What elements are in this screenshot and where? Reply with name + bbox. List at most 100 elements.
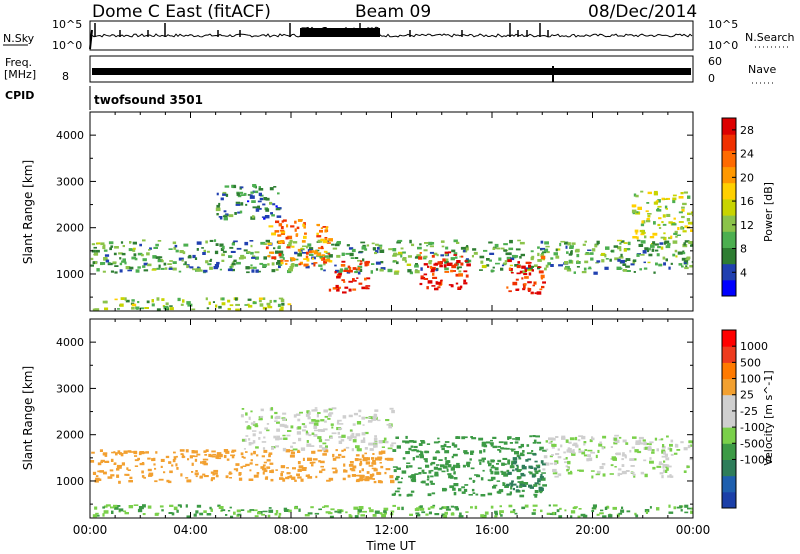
power-echo-mark: [109, 247, 112, 251]
velocity-echo-mark: [392, 504, 396, 507]
power-echo-mark: [496, 247, 500, 250]
velocity-echo-mark: [264, 427, 268, 430]
velocity-echo-mark: [307, 512, 313, 515]
power-echo-mark: [228, 255, 233, 258]
velocity-echo-mark: [444, 457, 447, 460]
velocity-echo-mark: [153, 463, 156, 466]
velocity-echo-mark: [506, 493, 512, 496]
velocity-echo-mark: [116, 505, 121, 507]
power-echo-mark: [323, 269, 326, 272]
velocity-echo-mark: [578, 448, 581, 450]
velocity-echo-mark: [502, 482, 506, 486]
power-echo-mark: [617, 258, 621, 262]
velocity-echo-mark: [368, 465, 374, 467]
velocity-echo-mark: [581, 451, 586, 455]
power-echo-mark: [444, 251, 449, 254]
velocity-echo-mark: [622, 452, 625, 456]
velocity-echo-mark: [314, 429, 319, 432]
power-echo-mark: [648, 253, 653, 257]
power-echo-mark: [406, 263, 412, 266]
power-echo-mark: [192, 254, 196, 259]
velocity-echo-mark: [308, 421, 314, 425]
velocity-echo-mark: [509, 482, 514, 485]
velocity-echo-mark: [492, 486, 496, 489]
velocity-echo-mark: [342, 477, 346, 481]
velocity-echo-mark: [169, 470, 173, 474]
velocity-echo-mark: [168, 461, 172, 464]
velocity-echo-mark: [441, 470, 446, 473]
power-echo-mark: [289, 257, 295, 259]
velocity-echo-mark: [359, 470, 362, 473]
velocity-echo-mark: [229, 506, 232, 509]
velocity-colorbar-tick-label: 500: [740, 356, 761, 369]
power-echo-mark: [269, 251, 274, 254]
power-echo-mark: [663, 241, 667, 245]
power-echo-mark: [636, 211, 639, 214]
velocity-echo-mark: [240, 414, 244, 418]
velocity-echo-mark: [372, 460, 376, 463]
power-echo-mark: [564, 261, 568, 265]
power-echo-mark: [429, 265, 433, 269]
power-colorbar-tick-label: 12: [740, 219, 754, 232]
velocity-echo-mark: [504, 463, 507, 466]
power-echo-mark: [375, 250, 379, 254]
velocity-echo-mark: [235, 463, 240, 466]
velocity-echo-mark: [441, 506, 444, 509]
velocity-echo-mark: [361, 454, 365, 458]
velocity-echo-mark: [276, 428, 280, 432]
power-echo-mark: [644, 247, 649, 249]
power-echo-mark: [243, 256, 246, 259]
velocity-echo-mark: [516, 466, 519, 469]
velocity-echo-mark: [668, 511, 674, 514]
power-echo-mark: [635, 194, 639, 198]
velocity-echo-mark: [137, 508, 143, 513]
velocity-colorbar-cell: [722, 378, 736, 396]
power-echo-mark: [230, 250, 236, 253]
power-echo-mark: [131, 299, 135, 302]
power-echo-mark: [352, 288, 357, 291]
power-echo-mark: [400, 254, 403, 258]
power-echo-mark: [167, 263, 172, 265]
velocity-echo-mark: [210, 478, 213, 482]
velocity-echo-mark: [664, 453, 668, 457]
velocity-echo-mark: [432, 456, 437, 460]
velocity-echo-mark: [626, 510, 631, 513]
velocity-echo-mark: [472, 479, 475, 483]
power-y-tick-label: 2000: [56, 222, 84, 235]
velocity-echo-mark: [341, 449, 344, 452]
power-echo-mark: [584, 240, 587, 243]
velocity-echo-mark: [377, 419, 381, 422]
velocity-ylabel: Slant Range [km]: [21, 366, 35, 470]
power-echo-mark: [275, 250, 279, 254]
power-echo-mark: [236, 261, 241, 265]
velocity-echo-mark: [487, 479, 490, 481]
velocity-echo-mark: [494, 471, 500, 475]
power-colorbar-cell: [722, 150, 736, 168]
velocity-echo-mark: [552, 511, 555, 515]
velocity-echo-mark: [355, 454, 360, 457]
power-echo-mark: [240, 202, 244, 206]
velocity-colorbar-tick-label: -500: [740, 437, 765, 450]
power-echo-mark: [265, 239, 270, 243]
power-echo-mark: [229, 266, 233, 269]
power-echo-mark: [300, 247, 304, 250]
power-echo-mark: [287, 235, 293, 240]
velocity-echo-mark: [476, 475, 481, 478]
velocity-echo-mark: [297, 418, 301, 422]
velocity-echo-mark: [381, 446, 385, 448]
power-echo-mark: [667, 242, 671, 246]
power-echo-mark: [287, 244, 292, 247]
velocity-echo-mark: [193, 450, 198, 454]
power-echo-mark: [663, 262, 666, 266]
velocity-colorbar-cell: [722, 491, 736, 509]
power-echo-mark: [400, 247, 404, 250]
power-echo-mark: [564, 267, 568, 270]
power-echo-mark: [320, 227, 323, 229]
power-echo-mark: [456, 266, 460, 270]
power-echo-mark: [132, 247, 136, 250]
power-echo-mark: [660, 246, 664, 250]
velocity-echo-mark: [410, 490, 415, 493]
power-echo-mark: [686, 256, 691, 260]
power-echo-mark: [596, 240, 600, 245]
